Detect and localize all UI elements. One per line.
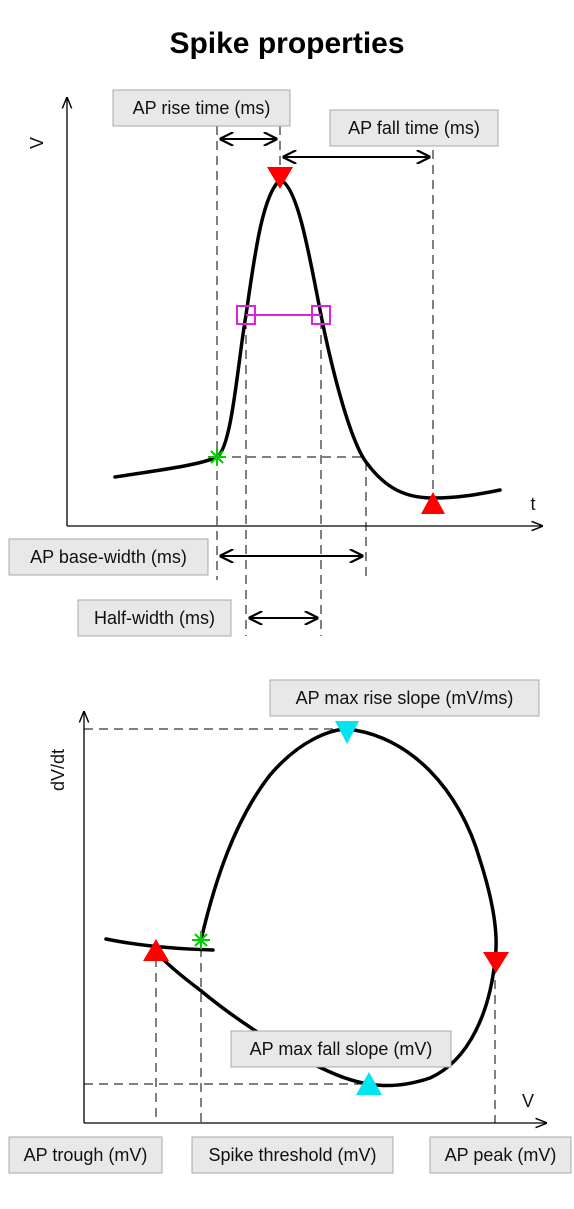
top-y-axis-label: V bbox=[27, 137, 47, 149]
peak-label-box bbox=[429, 1136, 572, 1174]
half-width-label-box bbox=[77, 599, 232, 637]
trough-label: AP trough (mV) bbox=[24, 1145, 148, 1165]
max-rise-slope-label: AP max rise slope (mV/ms) bbox=[296, 688, 514, 708]
max-rise-slope-marker bbox=[335, 721, 359, 744]
max-fall-slope-marker bbox=[356, 1072, 382, 1095]
base-width-label: AP base-width (ms) bbox=[30, 547, 187, 567]
fall-time-label-box bbox=[329, 109, 499, 147]
top-x-axis-label: t bbox=[530, 494, 535, 514]
threshold-label-box bbox=[191, 1136, 394, 1174]
rise-time-label: AP rise time (ms) bbox=[133, 98, 271, 118]
figure-title: Spike properties bbox=[169, 27, 404, 60]
bottom-panel: dV/dt V AP max rise slope (mV/ms) AP max… bbox=[8, 679, 572, 1174]
ap-trough-phase-marker bbox=[143, 939, 169, 961]
threshold-label: Spike threshold (mV) bbox=[208, 1145, 376, 1165]
bottom-x-axis-label: V bbox=[522, 1091, 534, 1111]
action-potential-trace bbox=[113, 178, 502, 500]
threshold-phase-marker bbox=[192, 931, 210, 949]
half-width-label: Half-width (ms) bbox=[94, 608, 215, 628]
half-width-start-marker bbox=[236, 305, 256, 325]
ap-peak-phase-marker bbox=[483, 952, 509, 973]
threshold-marker bbox=[208, 448, 226, 466]
max-fall-slope-label: AP max fall slope (mV) bbox=[250, 1039, 433, 1059]
top-panel: V t AP rise time ( bbox=[8, 89, 542, 637]
ap-trough-marker bbox=[421, 492, 445, 514]
rise-time-label-box bbox=[112, 89, 291, 127]
peak-label: AP peak (mV) bbox=[445, 1145, 557, 1165]
half-width-end-marker bbox=[311, 305, 331, 325]
max-fall-slope-label-box bbox=[230, 1030, 452, 1068]
max-rise-slope-label-box bbox=[269, 679, 540, 717]
ap-peak-marker bbox=[267, 167, 293, 189]
bottom-y-axis-label: dV/dt bbox=[48, 749, 68, 791]
fall-time-label: AP fall time (ms) bbox=[348, 118, 480, 138]
trough-label-box bbox=[8, 1136, 163, 1174]
base-width-label-box bbox=[8, 538, 209, 576]
